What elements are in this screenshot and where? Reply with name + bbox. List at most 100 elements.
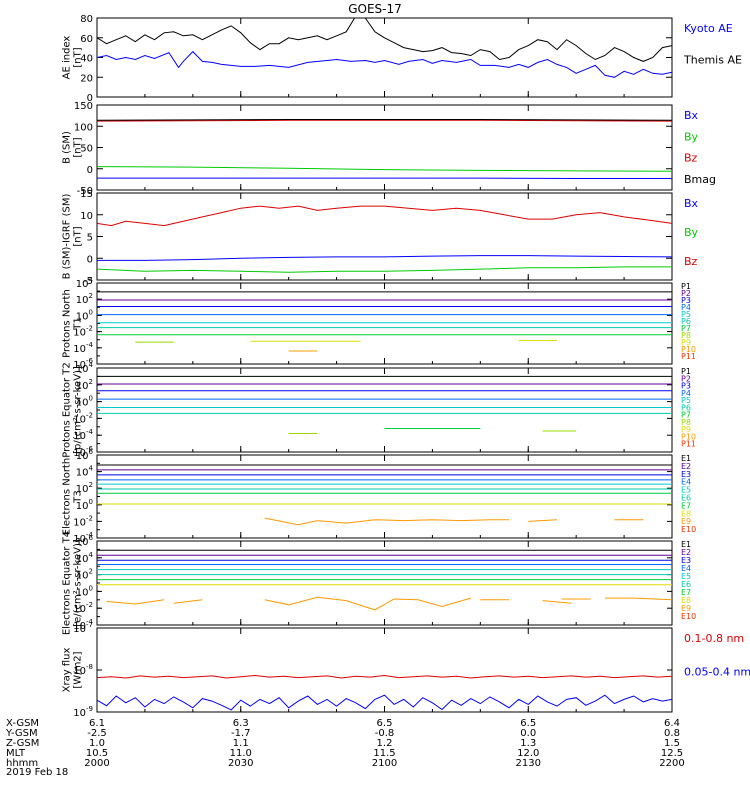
legend-item-p11: P11 — [681, 352, 696, 361]
series-line-by — [97, 166, 672, 172]
legend-item-bx: Bx — [684, 109, 699, 122]
legend-item-e10: E10 — [681, 612, 696, 621]
plot-area — [97, 674, 672, 711]
ephemeris-value: -0.8 — [375, 728, 395, 739]
legend-item-p4: P4 — [681, 389, 691, 398]
ephemeris-value: 10.5 — [86, 748, 108, 759]
y-tick-label: 106 — [76, 448, 94, 462]
legend-item-e1: E1 — [681, 454, 691, 463]
legend-item-e4: E4 — [681, 564, 691, 573]
y-tick-exponent: 4 — [89, 276, 94, 284]
y-axis-label: [nT] — [73, 226, 84, 246]
legend-item-e6: E6 — [681, 494, 691, 503]
ephemeris-value: 6.5 — [377, 718, 393, 729]
segment-e9 — [264, 517, 510, 526]
y-tick-label: 20 — [80, 73, 93, 84]
plot-area — [97, 375, 672, 434]
ephemeris-row-label: Z-GSM — [6, 738, 39, 749]
legend-item-bz: Bz — [684, 152, 698, 165]
legend-item-p1: P1 — [681, 367, 691, 376]
legend-item-themis-ae: Themis AE — [683, 54, 742, 67]
y-tick-exponent: 6 — [89, 534, 94, 542]
y-tick-exponent: -7 — [86, 621, 93, 629]
legend-item-p11: P11 — [681, 440, 696, 449]
y-tick-label: 100 — [74, 122, 93, 133]
segment-e9 — [173, 599, 203, 604]
series-line-bx — [97, 255, 672, 261]
y-tick-label: 102 — [76, 292, 93, 306]
plot-area — [97, 549, 672, 611]
y-tick-label: 10-2 — [73, 514, 93, 528]
ephemeris-row-label: hhmm — [6, 758, 38, 769]
y-tick-label: 15 — [80, 189, 93, 200]
ephemeris-value: 11.5 — [373, 748, 395, 759]
y-tick-label: 5 — [87, 233, 93, 244]
legend-item-p8: P8 — [681, 418, 691, 427]
y-tick-exponent: -2 — [86, 514, 93, 522]
legend-item-p10: P10 — [681, 345, 696, 354]
y-tick-exponent: -4 — [86, 428, 94, 436]
y-axis-label: Protons Equator T2 — [62, 362, 73, 458]
panel-frame — [96, 627, 673, 713]
legend-item-0-1-0-8-nm: 0.1-0.8 nm — [684, 632, 744, 645]
legend-item-0-05-0-4-nm: 0.05-0.4 nm — [684, 666, 750, 679]
legend-item-e9: E9 — [681, 604, 691, 613]
y-tick-label: 10-9 — [73, 705, 93, 719]
segment-e9 — [542, 600, 572, 604]
segment-e9 — [106, 599, 165, 605]
ephemeris-value: 1.2 — [377, 738, 393, 749]
panel-frame — [96, 17, 673, 98]
segment-e9 — [604, 597, 672, 601]
y-tick-exponent: 2 — [89, 378, 93, 386]
y-tick-label: 10-7 — [73, 621, 93, 635]
panel-frame — [96, 540, 673, 626]
y-tick-exponent: 0 — [89, 498, 93, 506]
legend-item-p6: P6 — [681, 317, 691, 326]
panel-1: 0 20 40 60 80 AE index [nT] Kyoto AE Themis AE — [62, 14, 742, 104]
legend-item-p5: P5 — [681, 396, 691, 405]
legend-item-p3: P3 — [681, 382, 691, 391]
y-tick-exponent: 6 — [89, 448, 94, 456]
y-tick-label: 50 — [80, 144, 93, 155]
y-axis-label: AE index — [62, 36, 73, 80]
ephemeris-value: 6.5 — [520, 718, 536, 729]
y-tick-exponent: 2 — [89, 292, 93, 300]
ephemeris-table: X-GSM 6.1 6.3 6.5 6.5 6.4 Y-GSM -2.5 -1.7 -0.8 0.0… — [5, 718, 685, 769]
legend-item-kyoto-ae: Kyoto AE — [684, 22, 733, 35]
y-tick-exponent: -4 — [86, 618, 94, 626]
y-tick-exponent: -8 — [86, 663, 93, 671]
y-tick-exponent: 4 — [89, 465, 94, 473]
legend-item-p2: P2 — [681, 289, 691, 298]
legend-item-p2: P2 — [681, 374, 691, 383]
y-tick-exponent: -6 — [86, 445, 94, 453]
plot-area — [97, 464, 672, 526]
ephemeris-value: 1.3 — [520, 738, 536, 749]
y-tick-exponent: -2 — [86, 325, 93, 333]
ephemeris-value: 1.0 — [89, 738, 105, 749]
y-tick-exponent: -4 — [86, 531, 94, 539]
y-tick-label: 0 — [87, 254, 93, 265]
ephemeris-value: 12.5 — [661, 748, 683, 759]
legend-item-e3: E3 — [681, 556, 691, 565]
date-label: 2019 Feb 18 — [6, 767, 68, 778]
y-tick-label: -50 — [77, 186, 93, 197]
legend-item-e4: E4 — [681, 478, 691, 487]
y-axis-label: Protons North — [62, 289, 73, 358]
ephemeris-row-label: X-GSM — [6, 718, 39, 729]
y-axis-label: [p/(cm²-s-sr-keV)] — [73, 366, 84, 454]
y-tick-exponent: -4 — [86, 341, 94, 349]
panel-2: -50 0 50 100 150 B (SM) [nT] Bx By Bz Bmag — [62, 101, 717, 197]
y-axis-label: Electrons North — [62, 458, 73, 535]
y-axis-label: Xray flux — [62, 648, 73, 693]
series-line-kyoto-ae — [97, 50, 672, 78]
ephemeris-value: 2130 — [516, 758, 541, 769]
y-tick-label: 0 — [87, 165, 93, 176]
legend-item-e9: E9 — [681, 517, 691, 526]
ephemeris-value: 0.8 — [664, 728, 680, 739]
legend-item-e8: E8 — [681, 596, 691, 605]
y-axis-label: B (SM)-IGRF (SM) — [62, 194, 73, 280]
